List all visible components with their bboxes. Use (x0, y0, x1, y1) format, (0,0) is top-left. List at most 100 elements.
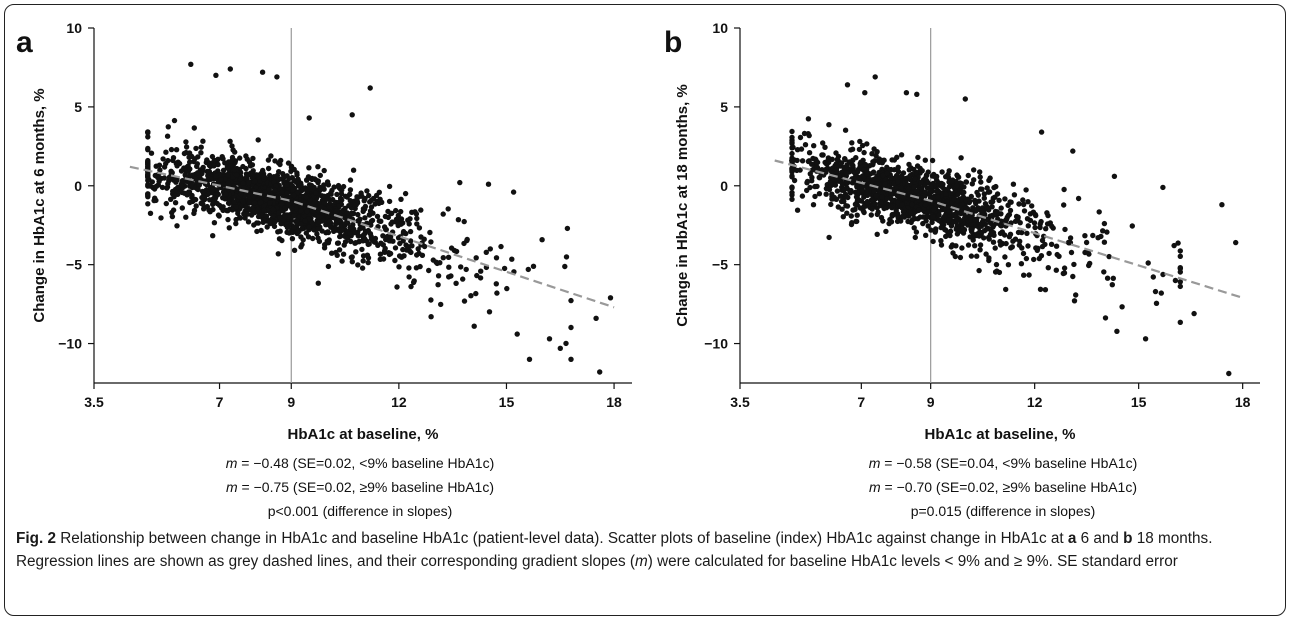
scatter-point (1062, 226, 1068, 233)
scatter-point (1129, 223, 1136, 229)
scatter-point (225, 165, 231, 172)
scatter-point (972, 216, 978, 223)
x-tick-label: 18 (606, 394, 622, 410)
scatter-point (257, 199, 264, 206)
scatter-point (348, 238, 354, 245)
scatter-point (225, 172, 231, 178)
scatter-point (1037, 221, 1043, 227)
scatter-point (923, 232, 929, 238)
scatter-point (895, 164, 901, 170)
scatter-point (361, 232, 367, 238)
scatter-point (1021, 272, 1027, 278)
scatter-point (1073, 292, 1079, 298)
scatter-point (305, 234, 312, 240)
scatter-point (930, 238, 936, 245)
scatter-point (392, 257, 398, 264)
scatter-point (976, 267, 982, 274)
scatter-point (288, 229, 294, 235)
caption-end-text: ) were calculated for baseline HbA1c lev… (647, 553, 1178, 570)
scatter-point (213, 72, 219, 79)
scatter-point (214, 187, 220, 193)
scatter-point (367, 208, 374, 214)
scatter-point (1177, 253, 1184, 259)
scatter-point (1007, 199, 1013, 205)
scatter-point (1041, 233, 1047, 239)
scatter-point (430, 257, 436, 263)
x-tick-label: 3.5 (730, 394, 750, 410)
scatter-point (328, 190, 334, 196)
scatter-point (1005, 262, 1012, 268)
panel-letter: a (16, 26, 33, 59)
scatter-point (789, 174, 795, 180)
scatter-point (960, 194, 966, 200)
scatter-point (238, 191, 244, 198)
scatter-point (193, 176, 199, 182)
scatter-point (324, 179, 331, 185)
scatter-point (962, 96, 968, 102)
scatter-point (1153, 300, 1160, 306)
scatter-point (916, 197, 922, 203)
scatter-point (984, 185, 990, 191)
scatter-point (315, 280, 321, 286)
scatter-point (804, 187, 810, 194)
scatter-point (812, 156, 819, 162)
scatter-point (806, 132, 812, 139)
scatter-point (244, 174, 250, 180)
scatter-point (378, 240, 384, 246)
scatter-point (839, 180, 846, 187)
scatter-point (828, 182, 834, 188)
scatter-point (223, 191, 229, 197)
scatter-point (342, 239, 349, 245)
figure-caption: Fig. 2 Relationship between change in Hb… (16, 527, 1274, 573)
scatter-point (1024, 230, 1030, 236)
scatter-point (872, 74, 878, 80)
scatter-point (229, 143, 235, 149)
scatter-point (251, 178, 258, 185)
scatter-point (352, 240, 358, 246)
scatter-point (854, 212, 860, 218)
scatter-point (398, 208, 404, 215)
slope-stat-line: m = −0.70 (SE=0.02, ≥9% baseline HbA1c) (869, 479, 1137, 495)
scatter-point (235, 210, 241, 217)
scatter-point (415, 246, 421, 252)
scatter-point (291, 213, 297, 219)
scatter-point (331, 225, 338, 231)
scatter-point (294, 170, 300, 176)
scatter-point (834, 156, 840, 163)
scatter-point (170, 155, 177, 161)
scatter-point (789, 145, 795, 151)
scatter-point (321, 200, 328, 206)
scatter-point (233, 216, 239, 223)
scatter-point (1020, 197, 1026, 203)
scatter-point (329, 250, 335, 256)
scatter-point (194, 161, 200, 167)
scatter-point (299, 226, 305, 232)
scatter-point (394, 284, 400, 290)
scatter-point (947, 190, 954, 197)
x-tick-label: 15 (1131, 394, 1147, 410)
scatter-point (370, 238, 377, 244)
scatter-point (872, 201, 878, 207)
scatter-point (364, 252, 371, 258)
scatter-point (1177, 279, 1184, 285)
scatter-point (148, 150, 155, 156)
scatter-point (189, 172, 195, 178)
scatter-point (414, 221, 420, 227)
scatter-point (1025, 223, 1032, 229)
scatter-point (887, 203, 894, 210)
scatter-point (188, 61, 194, 67)
y-tick-label: 5 (74, 99, 82, 115)
scatter-point (883, 205, 890, 211)
scatter-point (284, 224, 291, 231)
scatter-point (200, 138, 206, 144)
scatter-point (607, 295, 614, 301)
scatter-point (514, 331, 520, 337)
scatter-point (912, 234, 918, 241)
scatter-point (390, 238, 396, 244)
scatter-point (1070, 273, 1076, 280)
scatter-point (494, 290, 500, 296)
scatter-point (849, 162, 855, 168)
scatter-point (917, 165, 923, 171)
scatter-point (280, 171, 286, 177)
scatter-point (288, 164, 295, 171)
